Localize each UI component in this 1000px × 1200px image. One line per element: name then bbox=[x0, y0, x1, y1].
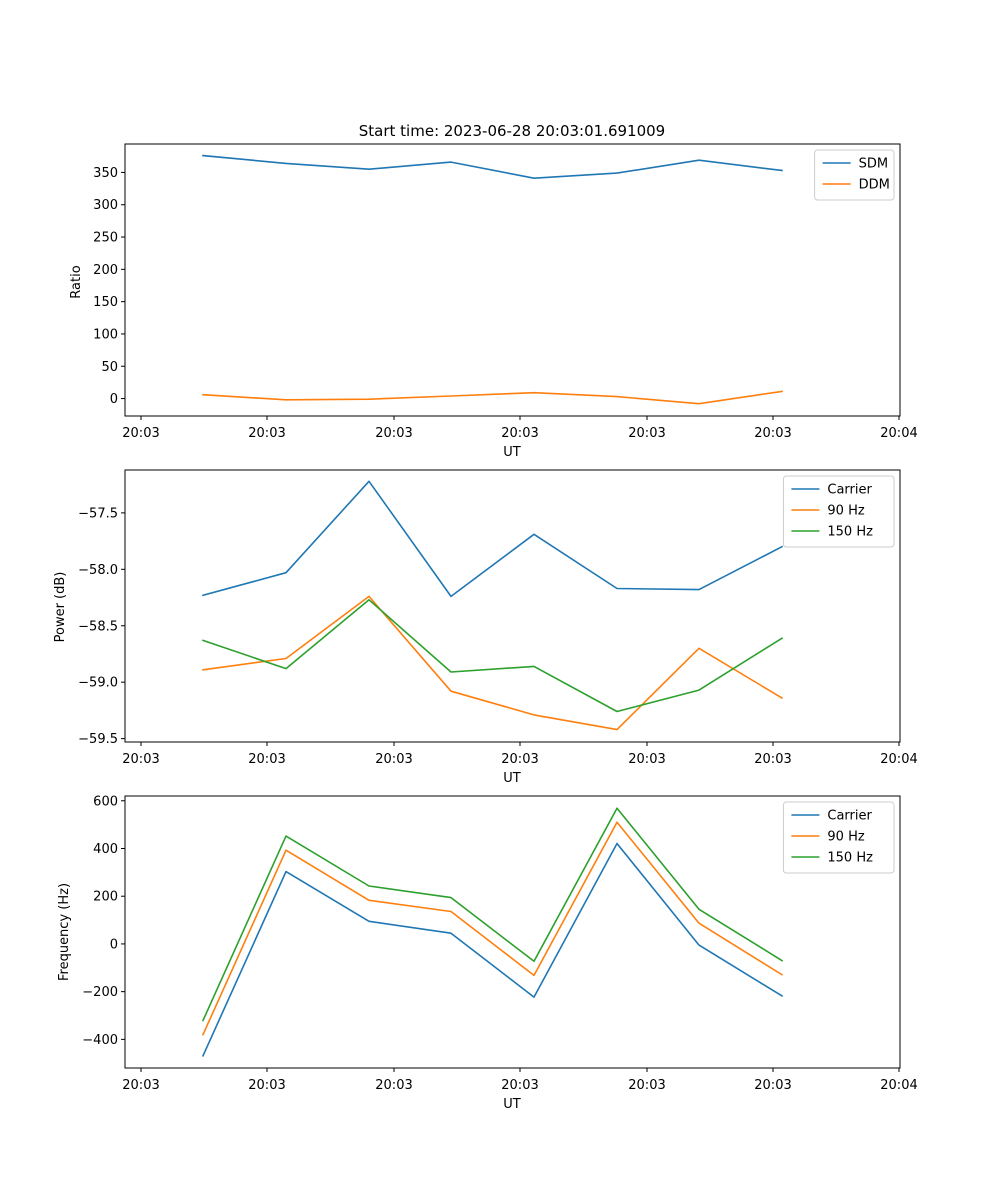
legend: SDM DDM bbox=[814, 149, 895, 201]
x-tick-label: 20:03 bbox=[628, 752, 665, 767]
series-line-150-hz bbox=[201, 807, 784, 1022]
axes-frame bbox=[124, 143, 901, 417]
x-tick-label: 20:03 bbox=[122, 1078, 159, 1093]
series-line-150-hz bbox=[201, 598, 784, 713]
legend-label: Carrier bbox=[827, 809, 872, 824]
x-tick-label: 20:04 bbox=[880, 752, 917, 767]
x-tick-label: 20:03 bbox=[248, 1078, 285, 1093]
y-tick-label: −59.0 bbox=[78, 676, 118, 691]
y-tick-label: 250 bbox=[93, 231, 118, 246]
y-tick-label: 150 bbox=[93, 295, 118, 310]
x-tick-label: 20:03 bbox=[754, 1078, 791, 1093]
y-tick-label: 50 bbox=[101, 360, 118, 375]
x-axis-label: UT bbox=[503, 445, 521, 460]
legend-label: SDM bbox=[859, 157, 888, 172]
legend-box bbox=[782, 801, 895, 874]
x-tick-label: 20:03 bbox=[754, 752, 791, 767]
y-tick-label: −58.0 bbox=[78, 563, 118, 578]
legend-box bbox=[782, 475, 895, 548]
legend-label: 90 Hz bbox=[827, 830, 864, 845]
y-tick-label: 200 bbox=[93, 263, 118, 278]
series-line-carrier bbox=[201, 842, 784, 1057]
y-tick-label: 300 bbox=[93, 198, 118, 213]
legend-label: Carrier bbox=[827, 483, 872, 498]
y-axis-label: Frequency (Hz) bbox=[57, 883, 72, 981]
frequency-panel: UT Frequency (Hz) −400 −200 0 200 400 600 20:0… bbox=[57, 794, 918, 1112]
y-axis-label: Ratio bbox=[69, 265, 84, 298]
x-tick-label: 20:03 bbox=[375, 752, 412, 767]
y-tick-label: −200 bbox=[82, 985, 118, 1000]
y-tick-label: 100 bbox=[93, 327, 118, 342]
axes-frame bbox=[124, 469, 901, 743]
series-line-sdm bbox=[202, 154, 783, 179]
x-tick-label: 20:03 bbox=[501, 426, 538, 441]
y-tick-label: 400 bbox=[93, 842, 118, 857]
y-tick-label: 600 bbox=[93, 794, 118, 809]
y-tick-label: 0 bbox=[110, 937, 118, 952]
y-tick-label: 0 bbox=[110, 392, 118, 407]
axes-frame bbox=[124, 795, 901, 1069]
x-axis-label: UT bbox=[503, 1097, 521, 1112]
series-line-90-hz bbox=[202, 595, 784, 731]
y-tick-label: 350 bbox=[93, 166, 118, 181]
x-tick-label: 20:03 bbox=[628, 426, 665, 441]
x-tick-label: 20:03 bbox=[375, 426, 412, 441]
x-tick-label: 20:03 bbox=[501, 752, 538, 767]
y-tick-label: 200 bbox=[93, 890, 118, 905]
x-tick-label: 20:03 bbox=[628, 1078, 665, 1093]
y-tick-label: −58.5 bbox=[78, 619, 118, 634]
x-tick-label: 20:03 bbox=[122, 752, 159, 767]
chart-title: Start time: 2023-06-28 20:03:01.691009 bbox=[359, 122, 665, 140]
y-tick-label: −59.5 bbox=[78, 732, 118, 747]
x-tick-label: 20:03 bbox=[248, 752, 285, 767]
x-axis-label: UT bbox=[503, 771, 521, 786]
legend-label: DDM bbox=[859, 178, 890, 193]
legend-label: 90 Hz bbox=[827, 504, 864, 519]
x-tick-label: 20:04 bbox=[880, 426, 917, 441]
legend-label: 150 Hz bbox=[827, 525, 873, 540]
ratio-panel: Start time: 2023-06-28 20:03:01.691009 U… bbox=[69, 122, 918, 460]
x-tick-label: 20:03 bbox=[122, 426, 159, 441]
legend: Carrier 90 Hz 150 Hz bbox=[782, 801, 895, 874]
x-tick-label: 20:03 bbox=[248, 426, 285, 441]
series-line-carrier bbox=[202, 480, 784, 598]
legend-label: 150 Hz bbox=[827, 851, 873, 866]
legend: Carrier 90 Hz 150 Hz bbox=[782, 475, 895, 548]
x-tick-label: 20:03 bbox=[375, 1078, 412, 1093]
power-panel: UT Power (dB) −59.5 −59.0 −58.5 −58.0 −57.5 2… bbox=[53, 469, 918, 786]
x-tick-label: 20:03 bbox=[501, 1078, 538, 1093]
x-tick-label: 20:03 bbox=[754, 426, 791, 441]
series-line-ddm bbox=[202, 390, 783, 405]
y-axis-label: Power (dB) bbox=[53, 572, 68, 643]
y-tick-label: −57.5 bbox=[78, 506, 118, 521]
series-line-90-hz bbox=[201, 821, 784, 1036]
x-tick-label: 20:04 bbox=[880, 1078, 917, 1093]
y-tick-label: −400 bbox=[82, 1033, 118, 1048]
